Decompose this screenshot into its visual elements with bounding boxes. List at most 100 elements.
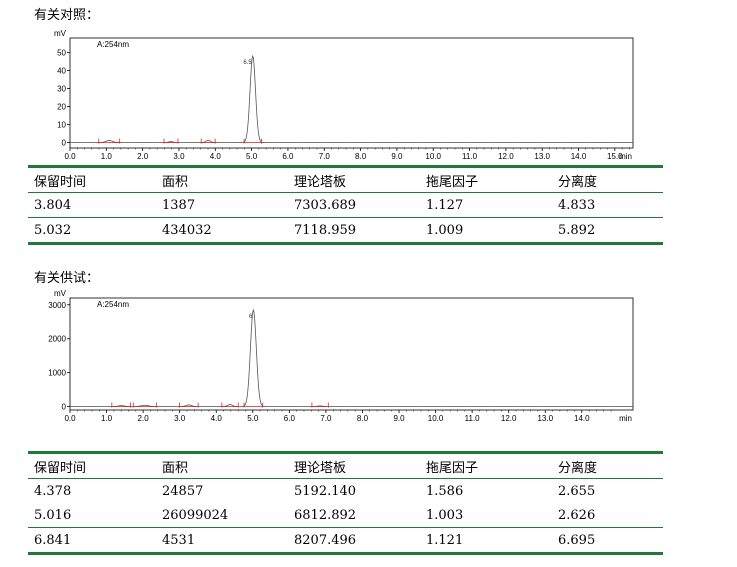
cell-tailing-factor: 1.009	[420, 217, 552, 245]
cell-retention-time: 4.378	[34, 483, 72, 499]
cell-resolution: 2.626	[552, 503, 663, 528]
y-tick-label: 0	[62, 139, 67, 148]
table-header-row: 保留时间 面积 理论塔板 拖尾因子 分离度	[28, 165, 663, 193]
cell-theoretical-plates: 7303.689	[288, 192, 420, 218]
wavelength-annotation: A:254nm	[97, 300, 129, 309]
x-tick-label: 6.0	[284, 414, 296, 423]
header-theoretical-plates: 理论塔板	[288, 165, 420, 193]
x-tick-label: 10.0	[428, 414, 444, 423]
x-tick-label: 4.0	[211, 414, 223, 423]
y-tick-label: 0	[62, 403, 67, 412]
y-tick-label: 1000	[48, 369, 66, 378]
x-tick-label: 5.0	[246, 152, 258, 161]
x-tick-label: 15.0	[607, 152, 623, 161]
results-table-reference: 保留时间 面积 理论塔板 拖尾因子 分离度 3.804 1387 7303.68…	[28, 165, 663, 245]
cell-theoretical-plates: 8207.496	[288, 527, 420, 555]
cell-tailing-factor: 1.003	[420, 503, 552, 528]
cell-resolution: 6.695	[552, 527, 663, 555]
x-tick-label: 9.0	[393, 414, 405, 423]
y-tick-label: 30	[57, 84, 66, 93]
cell-theoretical-plates: 6812.892	[288, 503, 420, 528]
cell-retention-time: 3.804	[28, 192, 156, 218]
x-tick-label: 12.0	[501, 414, 517, 423]
y-tick-label: 10	[57, 121, 66, 130]
x-tick-label: 6.0	[282, 152, 294, 161]
cell-resolution: 2.655	[558, 483, 596, 499]
x-tick-label: 5.0	[247, 414, 259, 423]
cell-area: 26099024	[156, 503, 288, 528]
x-tick-label: 7.0	[319, 152, 331, 161]
cell-tailing-factor: 1.121	[420, 527, 552, 555]
cell-retention-time: 5.016	[28, 503, 156, 528]
x-tick-label: 3.0	[174, 414, 186, 423]
x-tick-label: 10.0	[425, 152, 441, 161]
y-tick-label: 3000	[48, 301, 66, 310]
x-tick-label: 8.0	[355, 152, 367, 161]
cell-resolution: 4.833	[552, 192, 663, 218]
cell-tailing-factor: 1.127	[420, 192, 552, 218]
x-tick-label: 11.0	[462, 152, 478, 161]
y-tick-label: 20	[57, 103, 66, 112]
table-row: 5.032 434032 7118.959 1.009 5.892	[28, 217, 663, 245]
x-tick-label: 11.0	[465, 414, 481, 423]
y-axis-label: mV	[54, 29, 67, 38]
section1-title: 有关对照：	[34, 8, 100, 23]
cell-resolution: 5.892	[552, 217, 663, 245]
plot-frame	[69, 37, 634, 149]
y-axis-label: mV	[54, 289, 67, 298]
table-header-row: 保留时间 面积 理论塔板 拖尾因子 分离度	[28, 451, 663, 479]
cell-area: 4531	[156, 527, 288, 555]
x-tick-label: 8.0	[357, 414, 369, 423]
header-tailing-factor: 拖尾因子	[420, 165, 552, 193]
x-tick-label: 9.0	[391, 152, 403, 161]
x-tick-label: 14.0	[574, 414, 590, 423]
x-tick-label: 7.0	[320, 414, 332, 423]
x-tick-label: 12.0	[498, 152, 514, 161]
cell-area: 1387	[156, 192, 288, 218]
header-tailing-factor: 拖尾因子	[420, 451, 552, 479]
x-tick-label: 0.0	[64, 152, 76, 161]
y-tick-label: 40	[57, 66, 66, 75]
chromatogram-reference: 0.0 1.0 2.0 3.0 4.0 5.0 6.0 7.0 8.0 9.0 10.0 11.0 12…	[54, 29, 634, 161]
x-tick-label: 1.0	[101, 152, 113, 161]
cell-theoretical-plates: 5192.140	[294, 483, 357, 499]
cell-retention-time: 5.032	[28, 217, 156, 245]
x-axis-unit: min	[619, 414, 632, 423]
cell-retention-time: 6.841	[28, 527, 156, 555]
x-tick-label: 2.0	[138, 414, 150, 423]
y-tick-label: 2000	[48, 335, 66, 344]
y-tick-label: 50	[57, 48, 66, 57]
x-tick-label: 0.0	[64, 414, 76, 423]
header-area: 面积	[156, 165, 288, 193]
table-row: 4.378 24857 5192.140 1.586 2.655	[28, 479, 663, 504]
chromatogram-trace	[70, 308, 633, 408]
header-resolution: 分离度	[552, 165, 663, 193]
header-area: 面积	[156, 451, 288, 479]
chromatogram-sample: 0.0 1.0 2.0 3.0 4.0 5.0 6.0 7.0 8.0 9.0 10.0 11.0 12…	[48, 289, 634, 423]
x-tick-label: 2.0	[137, 152, 149, 161]
x-axis-unit: min	[619, 152, 632, 161]
cell-area: 434032	[156, 217, 288, 245]
x-tick-label: 4.0	[210, 152, 222, 161]
plot-frame	[69, 297, 634, 411]
chromatogram-trace	[70, 54, 633, 143]
header-retention-time: 保留时间	[28, 451, 156, 479]
peak-label: 6	[249, 314, 253, 320]
x-tick-label: 14.0	[571, 152, 587, 161]
table-row: 5.016 26099024 6812.892 1.003 2.626	[28, 503, 663, 528]
header-retention-time: 保留时间	[28, 165, 156, 193]
peak-label: 6.5	[243, 60, 252, 66]
x-tick-label: 13.0	[534, 152, 550, 161]
x-tick-label: 3.0	[173, 152, 185, 161]
results-table-sample: 保留时间 面积 理论塔板 拖尾因子 分离度 4.378 24857 5192.1…	[28, 451, 663, 555]
cell-theoretical-plates: 7118.959	[288, 217, 420, 245]
table-row: 6.841 4531 8207.496 1.121 6.695	[28, 527, 663, 555]
x-tick-label: 1.0	[101, 414, 113, 423]
cell-tailing-factor: 1.586	[426, 483, 464, 499]
section2-title: 有关供试：	[34, 271, 100, 286]
table-row: 3.804 1387 7303.689 1.127 4.833	[28, 192, 663, 218]
x-tick-label: 13.0	[537, 414, 553, 423]
cell-area: 24857	[162, 483, 204, 499]
header-resolution: 分离度	[552, 451, 663, 479]
header-theoretical-plates: 理论塔板	[288, 451, 420, 479]
